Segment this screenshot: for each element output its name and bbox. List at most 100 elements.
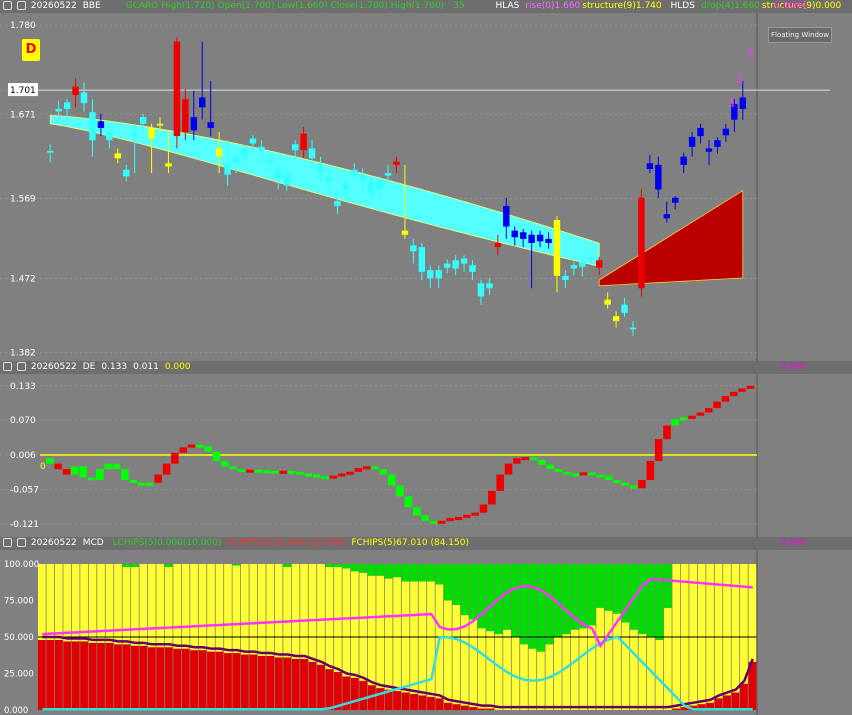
lchips-bar: [469, 564, 478, 620]
candle-body: [393, 161, 400, 165]
floating-window-button[interactable]: Floating Window: [768, 27, 832, 43]
lchips-bar: [418, 564, 427, 582]
pchips-bar: [105, 642, 114, 710]
candle-body: [587, 257, 594, 260]
zero-label: 0: [40, 462, 46, 472]
fchips-bar: [38, 564, 46, 640]
header2-right-value: 0.000: [780, 362, 806, 372]
fchips-bar: [511, 637, 520, 710]
lchips-bar: [545, 564, 554, 645]
lchips-bar: [511, 564, 520, 637]
pchips-bar: [131, 645, 139, 710]
de-bar: [137, 482, 146, 486]
candle-body: [494, 243, 502, 248]
de-bar: [579, 472, 588, 476]
candle-body: [308, 148, 316, 159]
lchips-bar: [384, 564, 393, 579]
lchips-bar: [401, 564, 410, 582]
settings-icon[interactable]: [3, 362, 12, 371]
de-bar: [446, 518, 454, 522]
de-bar: [237, 469, 246, 473]
candle-body: [604, 299, 611, 305]
candle-body: [646, 163, 654, 169]
de-bar: [104, 463, 112, 470]
lchips-bar: [596, 564, 604, 608]
de-bar: [221, 460, 229, 467]
de-bar: [596, 474, 605, 478]
pchips-bar: [418, 695, 427, 710]
de-bar: [129, 480, 137, 483]
fchips-bar: [317, 564, 325, 665]
candle-body: [680, 156, 687, 165]
lchips-bar: [427, 564, 435, 582]
y-tick-label: 1.569: [10, 195, 36, 205]
fchips-bar: [122, 566, 131, 645]
pchips-bar: [435, 698, 444, 710]
candle-body: [207, 122, 214, 128]
lchips-bar: [325, 564, 334, 567]
pchips-bar: [427, 696, 435, 710]
close-icon[interactable]: [17, 538, 26, 547]
lchips-bar: [350, 564, 359, 572]
pchips-bar: [731, 692, 740, 710]
candle-body: [342, 182, 350, 190]
candle-body: [215, 148, 223, 157]
lchips-bar: [520, 564, 528, 645]
de-bar: [663, 425, 671, 440]
candle-body: [553, 219, 561, 276]
pchips-bar: [283, 657, 291, 710]
lchips-bar: [452, 564, 461, 605]
pchips-bar: [334, 672, 342, 710]
de-bar: [513, 458, 521, 464]
header3-fchips: FCHIPS(5)67.010 (84.150): [351, 538, 469, 548]
candle-body: [334, 201, 341, 206]
de-bar: [404, 496, 413, 508]
candle-body: [47, 150, 54, 153]
pchips-bar: [325, 669, 334, 710]
price-chart[interactable]: 1.780 1.701 1.671 1.569 1.472 1.382 12 3: [0, 13, 852, 361]
y-tick-label: -0.057: [10, 485, 39, 495]
price-label: 1.701: [10, 86, 36, 96]
de-bar: [162, 463, 171, 475]
pchips-bar: [477, 708, 486, 710]
fchips-bar: [46, 564, 55, 640]
candle-body: [452, 260, 459, 269]
settings-icon[interactable]: [3, 538, 12, 547]
de-bar: [463, 514, 471, 518]
fchips-bar: [367, 575, 376, 686]
close-icon[interactable]: [17, 362, 26, 371]
pchips-bar: [80, 641, 88, 710]
lchips-bar: [359, 564, 368, 573]
fchips-bar: [469, 619, 478, 708]
candle-body: [258, 146, 265, 151]
pchips-bar: [384, 689, 393, 710]
fchips-bar: [655, 639, 664, 710]
fchips-bar: [410, 581, 418, 694]
de-bar: [671, 419, 680, 426]
de-bar: [621, 482, 630, 486]
de-bar: [738, 388, 746, 392]
de-bar: [479, 504, 488, 513]
de-bar: [538, 459, 546, 465]
mcd-chart[interactable]: 100.000 75.000 50.000 25.000 0.000: [0, 550, 852, 715]
lchips-bar: [164, 564, 173, 567]
pchips-bar: [71, 641, 80, 710]
header3-code: MCD: [82, 538, 104, 548]
y-tick-label: 25.000: [4, 670, 34, 680]
pchips-bar: [173, 648, 181, 710]
de-chart[interactable]: 0.133 0.070 0.006 -0.057 -0.121 0: [0, 374, 852, 537]
lchips-bar: [638, 564, 647, 635]
de-bar: [563, 471, 571, 475]
header1-hlds-b: structure(9)0.000: [761, 1, 842, 11]
de-bar: [304, 473, 313, 477]
window-menu-icon[interactable]: [3, 1, 12, 10]
de-bar: [71, 466, 79, 475]
de-bar: [212, 451, 221, 461]
fchips-bar: [697, 564, 706, 705]
pchips-bar: [460, 705, 469, 710]
settings-icon[interactable]: [17, 1, 26, 10]
pchips-bar: [97, 642, 105, 710]
candle-body: [72, 86, 79, 95]
lchips-bar: [613, 564, 621, 614]
fchips-bar: [291, 564, 300, 659]
